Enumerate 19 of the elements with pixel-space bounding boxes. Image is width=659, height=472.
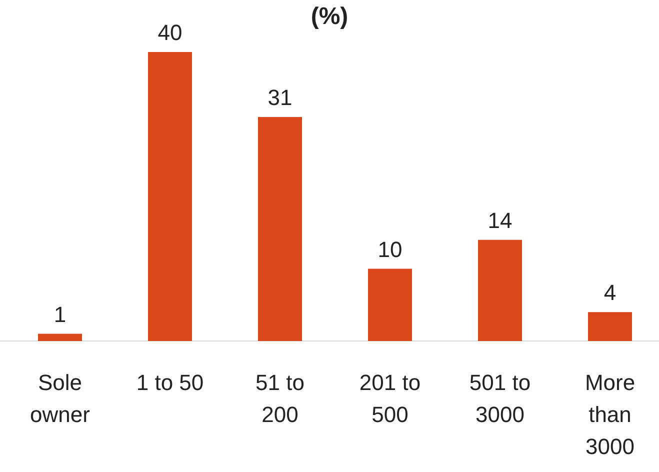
- x-tick-label: 51 to 200: [256, 370, 304, 427]
- chart-title: (%): [310, 3, 348, 30]
- data-label: 40: [158, 20, 182, 45]
- x-tick-label: 201 to 500: [359, 370, 421, 427]
- bar: [478, 240, 522, 341]
- bar: [368, 268, 412, 341]
- data-label: 14: [488, 208, 512, 233]
- data-label: 10: [378, 236, 402, 262]
- data-label: 31: [268, 85, 292, 110]
- data-label: 4: [604, 280, 616, 306]
- bar: [258, 117, 302, 341]
- bar: [38, 334, 82, 341]
- x-tick-label: More than 3000: [584, 370, 636, 459]
- x-tick-label: 1 to 50: [136, 370, 204, 395]
- x-tick-label: 501 to 3000: [469, 370, 531, 427]
- x-tick-label: Sole owner: [30, 370, 90, 427]
- data-label: 1: [54, 302, 66, 327]
- bar: [588, 312, 632, 341]
- bar: [148, 52, 192, 341]
